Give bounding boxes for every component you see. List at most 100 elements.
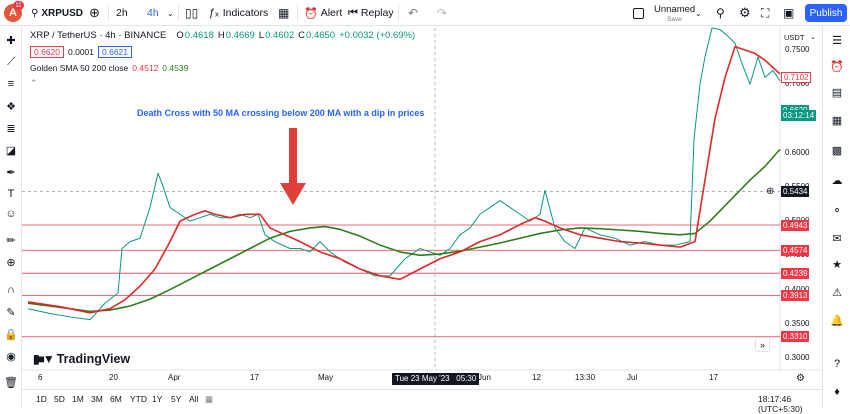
price-tick-label: 0.6000	[785, 147, 810, 157]
data-window-icon[interactable]: ▤	[831, 86, 843, 99]
zoom-in-icon[interactable]: ⊕	[6, 256, 16, 269]
replay-button[interactable]: ⏮ Replay	[348, 0, 394, 26]
plus-circle-icon: ⊕	[89, 5, 100, 20]
ideas-icon[interactable]: ⚬	[832, 204, 842, 217]
chevron-down-icon[interactable]: ⌄	[810, 34, 816, 41]
crosshair-icon[interactable]: ✚	[6, 34, 16, 47]
price-badge: 0.4239	[781, 267, 810, 279]
redo-icon: ↷	[437, 6, 448, 20]
ohlc-low: 0.4602	[265, 30, 295, 41]
sell-price-box[interactable]: 0.6620	[30, 46, 64, 58]
undo-button[interactable]: ↶	[408, 0, 418, 26]
ruler-icon[interactable]: ✏	[6, 234, 16, 247]
range-button-1m[interactable]: 1M	[72, 394, 84, 404]
range-button-1d[interactable]: 1D	[36, 394, 47, 404]
alerts-icon[interactable]: ⏰	[830, 60, 844, 73]
spread-value: 0.0001	[68, 47, 94, 57]
sma50-value: 0.4512	[132, 63, 159, 73]
range-button-5d[interactable]: 5D	[54, 394, 65, 404]
hotlist-icon[interactable]: ▦	[831, 114, 843, 127]
range-button-all[interactable]: All	[189, 394, 199, 404]
axis-settings-button[interactable]: ⚙	[796, 373, 805, 384]
news-icon[interactable]: ☁	[831, 174, 843, 187]
price-badge: 0.4574	[781, 244, 810, 256]
candles-icon: ▯▯	[185, 6, 199, 20]
annotation-text: Death Cross with 50 MA crossing below 20…	[137, 108, 425, 118]
text-tool-icon[interactable]: T	[7, 188, 15, 200]
indicator-legend[interactable]: Golden SMA 50 200 close 0.4512 0.4539	[30, 63, 188, 73]
date-range-icon[interactable]: ▦	[205, 394, 214, 404]
notifications-icon[interactable]: ⚠	[832, 286, 842, 299]
interval-2h-button[interactable]: 2h	[116, 7, 128, 19]
watchlist-icon[interactable]: ☰	[832, 34, 842, 47]
settings-button[interactable]: ⚙	[739, 0, 751, 26]
time-tick-label: 12	[532, 373, 541, 382]
range-button-6m[interactable]: 6M	[110, 394, 122, 404]
pattern-icon[interactable]: ❖	[6, 100, 16, 113]
crosshair-add-button[interactable]: ⊕	[766, 186, 774, 197]
bell-icon[interactable]: 🔔	[830, 314, 844, 327]
divider	[108, 5, 109, 21]
buy-price-box[interactable]: 0.6621	[98, 46, 132, 58]
fib-icon[interactable]: ≣	[6, 122, 16, 135]
bid-ask-row: 0.6620 0.0001 0.6621	[30, 46, 132, 58]
price-tick-label: 0.3000	[785, 353, 810, 362]
projection-icon[interactable]: ◪	[5, 144, 17, 157]
layout-selector[interactable]	[633, 0, 644, 26]
interval-dropdown[interactable]: ⌄	[167, 0, 174, 26]
plus-circle-icon: ⊕	[766, 186, 775, 197]
layout-name[interactable]: Unnamed	[654, 3, 696, 15]
magnifier-plus-icon: ⚲	[716, 6, 725, 20]
quick-search-button[interactable]: ⚲	[716, 0, 725, 26]
publish-button[interactable]: Publish	[805, 4, 847, 22]
calendar-icon[interactable]: ▩	[831, 144, 843, 157]
time-tick-label: Apr	[168, 373, 181, 382]
redo-button[interactable]: ↷	[437, 0, 447, 26]
alert-button[interactable]: ⏰ Alert	[304, 0, 342, 26]
fullscreen-icon: ⛶	[761, 5, 770, 20]
templates-button[interactable]: ▦	[278, 0, 289, 26]
series-legend[interactable]: XRP / TetherUS · 4h · BINANCE O 0.4618 H…	[30, 30, 415, 41]
alarm-clock-icon: ⏰	[304, 7, 318, 20]
trash-icon[interactable]: 🗑	[4, 376, 18, 389]
magnet-icon[interactable]: ∩	[7, 284, 15, 296]
trend-line-icon[interactable]: ⟋	[7, 55, 15, 68]
lock-icon[interactable]: 🔒	[4, 328, 18, 341]
streams-icon[interactable]: ★	[832, 258, 842, 271]
symbol-search[interactable]: ⚲ XRPUSD	[31, 0, 83, 26]
interval-4h-button[interactable]: 4h	[147, 7, 159, 19]
range-button-3m[interactable]: 3M	[91, 394, 103, 404]
layers-icon[interactable]: ♦	[834, 386, 840, 398]
series-title: XRP / TetherUS · 4h · BINANCE	[30, 30, 167, 41]
price-tick-label: 0.7000	[785, 79, 810, 89]
chat-icon[interactable]: ✉	[832, 232, 842, 245]
ohlc-low-label: L	[258, 30, 265, 41]
emoji-icon[interactable]: ☺	[5, 208, 17, 220]
range-button-ytd[interactable]: YTD	[130, 394, 147, 404]
indicators-button[interactable]: ƒₓ Indicators	[209, 0, 268, 26]
brush-icon[interactable]: ✒	[6, 166, 16, 179]
alert-label: Alert	[320, 7, 343, 19]
ohlc-close: 0.4650	[306, 30, 336, 41]
snapshot-button[interactable]: ▣	[783, 0, 794, 26]
layout-dropdown[interactable]: ⌄	[695, 0, 702, 26]
currency-label[interactable]: USDT	[784, 33, 805, 42]
horizontal-lines-icon[interactable]: ≡	[7, 78, 15, 90]
price-tick-label: 0.3500	[785, 318, 810, 328]
ohlc-high: 0.4669	[225, 30, 255, 41]
stay-in-drawing-icon[interactable]: ✎	[6, 306, 16, 319]
chart-type-button[interactable]: ▯▯	[185, 0, 198, 26]
fullscreen-button[interactable]: ⛶	[761, 0, 769, 26]
clock-label[interactable]: 18:17:46 (UTC+5:30)	[758, 394, 803, 414]
range-button-5y[interactable]: 5Y	[171, 394, 182, 404]
crosshair-time-label: Tue 23 May '23 05:30	[392, 373, 480, 385]
compare-button[interactable]: ⊕	[89, 0, 100, 26]
replay-icon: ⏮	[348, 6, 358, 19]
scroll-to-realtime-button[interactable]: »	[755, 337, 770, 352]
divider	[398, 5, 399, 21]
eye-icon[interactable]: ◉	[6, 350, 16, 363]
legend-collapse[interactable]: ⌃	[30, 78, 38, 89]
help-icon[interactable]: ?	[833, 358, 841, 370]
range-button-1y[interactable]: 1Y	[152, 394, 163, 404]
